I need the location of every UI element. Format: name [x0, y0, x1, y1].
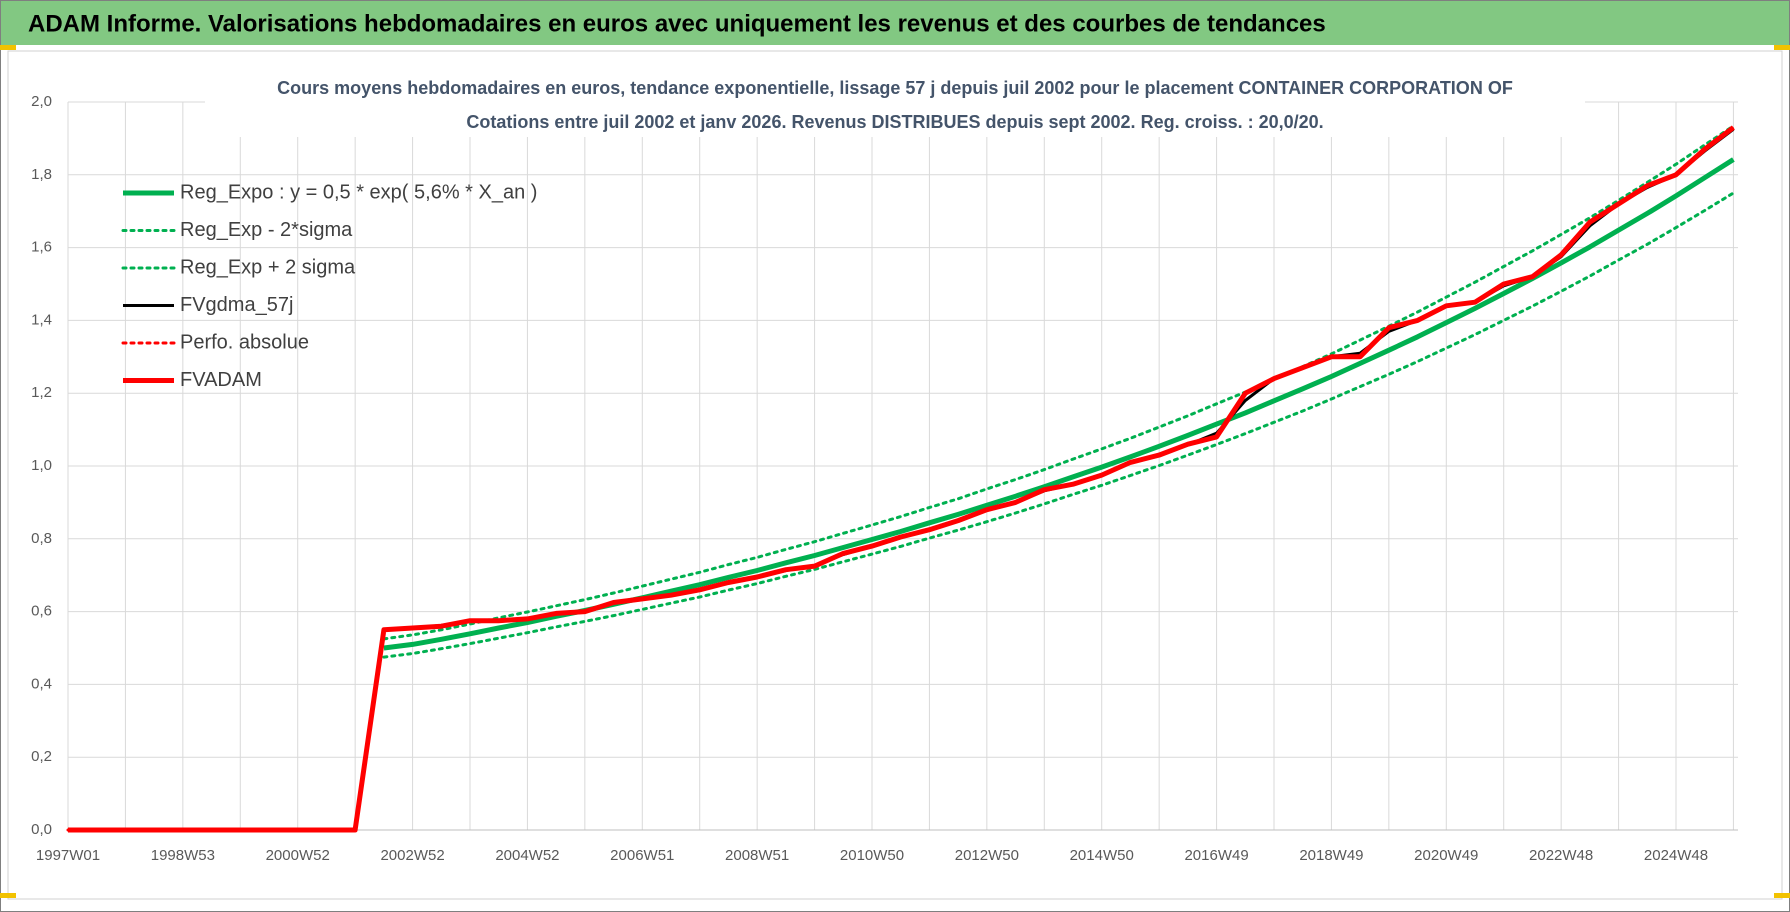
legend-label: FVADAM — [180, 369, 262, 391]
x-tick-label: 1998W53 — [151, 847, 215, 864]
x-tick-label: 2010W50 — [840, 847, 904, 864]
series-line — [382, 191, 1735, 659]
y-tick-label: 1,6 — [31, 239, 52, 256]
series-line — [382, 124, 1735, 641]
corner — [0, 45, 16, 50]
series-line — [68, 125, 1735, 833]
x-tick-label: 1997W01 — [36, 847, 100, 864]
corner — [0, 893, 16, 898]
y-tick-label: 2,0 — [31, 93, 52, 110]
header-title: ADAM Informe. Valorisations hebdomadaire… — [28, 10, 1326, 37]
chart-panel — [7, 50, 1783, 900]
x-tick-label: 2018W49 — [1299, 847, 1363, 864]
title-bg — [205, 73, 1585, 137]
x-tick-label: 2020W49 — [1414, 847, 1478, 864]
y-tick-label: 1,2 — [31, 384, 52, 401]
x-tick-label: 2000W52 — [266, 847, 330, 864]
x-tick-label: 2022W48 — [1529, 847, 1593, 864]
y-tick-label: 0,8 — [31, 530, 52, 547]
corner — [1774, 45, 1790, 50]
x-tick-label: 2008W51 — [725, 847, 789, 864]
header-bar — [1, 1, 1789, 45]
plot-lines — [66, 124, 1735, 833]
legend-label: FVgdma_57j — [180, 294, 293, 316]
y-tick-label: 1,8 — [31, 166, 52, 183]
x-tick-label: 2004W52 — [495, 847, 559, 864]
x-tick-label: 2006W51 — [610, 847, 674, 864]
x-tick-label: 2016W49 — [1184, 847, 1248, 864]
y-tick-label: 1,4 — [31, 311, 52, 328]
labels: Cours moyens hebdomadaires en euros, ten… — [31, 73, 1708, 864]
y-tick-label: 1,0 — [31, 457, 52, 474]
y-tick-label: 0,2 — [31, 748, 52, 765]
x-tick-label: 2012W50 — [955, 847, 1019, 864]
x-tick-label: 2002W52 — [380, 847, 444, 864]
chart-subtitle: Cotations entre juil 2002 et janv 2026. … — [466, 112, 1323, 132]
legend-label: Perfo. absolue — [180, 331, 309, 353]
legend-label: Reg_Exp + 2 sigma — [180, 256, 356, 278]
x-tick-label: 2024W48 — [1644, 847, 1708, 864]
chart-title: Cours moyens hebdomadaires en euros, ten… — [277, 78, 1513, 98]
y-tick-label: 0,0 — [31, 821, 52, 838]
y-tick-label: 0,6 — [31, 603, 52, 620]
legend-label: Reg_Expo : y = 0,5 * exp( 5,6% * X_an ) — [180, 181, 537, 203]
legend-label: Reg_Exp - 2*sigma — [180, 219, 353, 241]
y-tick-label: 0,4 — [31, 675, 52, 692]
corner — [1774, 893, 1790, 898]
x-tick-label: 2014W50 — [1070, 847, 1134, 864]
